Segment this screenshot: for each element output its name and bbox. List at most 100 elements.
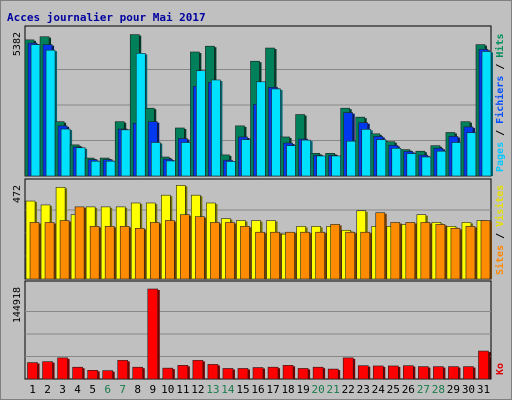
bar-pages-day-26 <box>406 153 417 177</box>
bar-pages-day-11 <box>181 142 191 177</box>
panel-plot-area <box>24 280 492 380</box>
x-tick-label-day-3: 3 <box>59 383 66 396</box>
bar-sites-day-31 <box>480 220 491 280</box>
bar-pages-day-25 <box>391 147 402 177</box>
bar-sites-day-2 <box>44 222 55 280</box>
bar-pages-day-17 <box>271 88 281 177</box>
legend-entry-fichiers: Fichiers <box>494 76 506 124</box>
bar-pages-day-6 <box>105 160 116 177</box>
x-tick-label-day-15: 15 <box>236 383 249 396</box>
bar-sites-day-1 <box>29 222 40 280</box>
legend-entry-sites: Sites <box>494 245 506 275</box>
x-tick-label-day-4: 4 <box>74 383 81 396</box>
x-tick-label-day-8: 8 <box>134 383 141 396</box>
x-tick-label-day-25: 25 <box>387 383 400 396</box>
x-tick-label-day-31: 31 <box>477 383 490 396</box>
bar-ko-day-3 <box>57 357 68 380</box>
bar-sites-day-27 <box>420 222 431 280</box>
bar-sites-day-17 <box>270 231 280 280</box>
x-tick-label-day-20: 20 <box>312 383 325 396</box>
legend-separator: / <box>495 58 506 76</box>
bar-sites-day-13 <box>210 222 220 280</box>
bar-sites-day-19 <box>300 231 310 280</box>
bar-sites-day-16 <box>255 231 265 280</box>
x-tick-label-day-17: 17 <box>266 383 279 396</box>
panel-max-label: 472 <box>12 185 23 203</box>
x-tick-label-day-27: 27 <box>417 383 430 396</box>
x-tick-label-day-5: 5 <box>89 383 96 396</box>
bar-ko-day-1 <box>27 362 38 380</box>
bar-pages-day-12 <box>196 70 206 177</box>
bar-ko-day-10 <box>162 367 174 380</box>
bar-pages-day-22 <box>346 140 356 177</box>
bar-sites-day-5 <box>89 226 100 280</box>
bar-pages-day-23 <box>361 128 372 177</box>
bar-ko-day-20 <box>312 366 324 380</box>
panel-max-label: 144918 <box>12 287 23 323</box>
bar-sites-day-14 <box>225 222 235 280</box>
x-tick-label-day-14: 14 <box>221 383 235 396</box>
x-tick-label-day-2: 2 <box>44 383 51 396</box>
bar-ko-day-14 <box>222 368 234 380</box>
bar-sites-day-25 <box>390 222 401 280</box>
x-tick-label-day-24: 24 <box>372 383 386 396</box>
bar-ko-day-25 <box>387 365 399 380</box>
bar-pages-day-24 <box>376 139 387 177</box>
bar-pages-day-31 <box>481 51 492 177</box>
bar-ko-day-13 <box>207 364 219 380</box>
bar-ko-day-18 <box>282 365 294 380</box>
bar-sites-day-24 <box>375 212 386 280</box>
legend-separator: / <box>495 124 506 142</box>
panel-kb: 144918 Ko <box>12 280 506 380</box>
bar-ko-day-17 <box>267 366 279 380</box>
bar-sites-day-22 <box>345 231 355 280</box>
bar-ko-day-23 <box>357 365 369 380</box>
bar-ko-day-26 <box>403 365 414 380</box>
legend-entry-visites: Visites <box>494 185 506 227</box>
bar-pages-day-16 <box>256 81 266 177</box>
legend-entry-ko: Ko <box>495 363 506 375</box>
bar-pages-day-8 <box>135 53 146 177</box>
bar-ko-day-31 <box>478 350 489 380</box>
x-tick-label-day-30: 30 <box>462 383 475 396</box>
panel-legend-label: Sites / Visites <box>494 185 506 275</box>
bar-sites-day-6 <box>104 226 115 280</box>
x-tick-label-day-29: 29 <box>447 383 460 396</box>
x-tick-label-day-11: 11 <box>176 383 189 396</box>
bar-sites-day-9 <box>149 222 160 280</box>
bar-sites-day-29 <box>450 228 461 280</box>
bar-sites-day-8 <box>134 228 145 280</box>
panel-legend-label: Ko <box>495 363 506 375</box>
bar-pages-day-15 <box>241 139 251 177</box>
bar-ko-day-12 <box>192 360 204 380</box>
bar-sites-day-18 <box>285 231 295 280</box>
bar-ko-day-9 <box>147 288 159 380</box>
bar-ko-day-19 <box>297 368 309 380</box>
bar-ko-day-30 <box>463 366 474 380</box>
x-tick-label-day-23: 23 <box>357 383 370 396</box>
bar-pages-day-21 <box>331 155 341 177</box>
bar-pages-day-4 <box>75 147 86 177</box>
bar-pages-day-13 <box>211 79 221 177</box>
bar-pages-day-7 <box>120 129 131 177</box>
panel-visits-sites: 472 Sites / Visites <box>12 178 506 280</box>
panel-legend-label: Pages / Fichiers / Hits <box>494 34 506 173</box>
x-tick-label-day-10: 10 <box>161 383 174 396</box>
bar-sites-day-3 <box>59 220 70 280</box>
bar-pages-day-14 <box>226 161 236 177</box>
panel-hits-files-pages: 5382 Pages / Fichiers / Hits <box>12 25 506 177</box>
bar-ko-day-16 <box>252 367 264 380</box>
x-tick-label-day-6: 6 <box>104 383 111 396</box>
bar-ko-day-22 <box>342 357 354 380</box>
bar-pages-day-29 <box>451 142 462 177</box>
x-tick-label-day-16: 16 <box>251 383 264 396</box>
panel-max-label: 5382 <box>12 32 23 56</box>
bar-ko-day-8 <box>132 366 144 380</box>
bar-ko-day-29 <box>448 366 459 380</box>
bar-sites-day-20 <box>315 231 325 280</box>
bar-ko-day-6 <box>102 370 113 380</box>
x-tick-label-day-28: 28 <box>432 383 445 396</box>
bar-sites-day-15 <box>240 226 250 280</box>
